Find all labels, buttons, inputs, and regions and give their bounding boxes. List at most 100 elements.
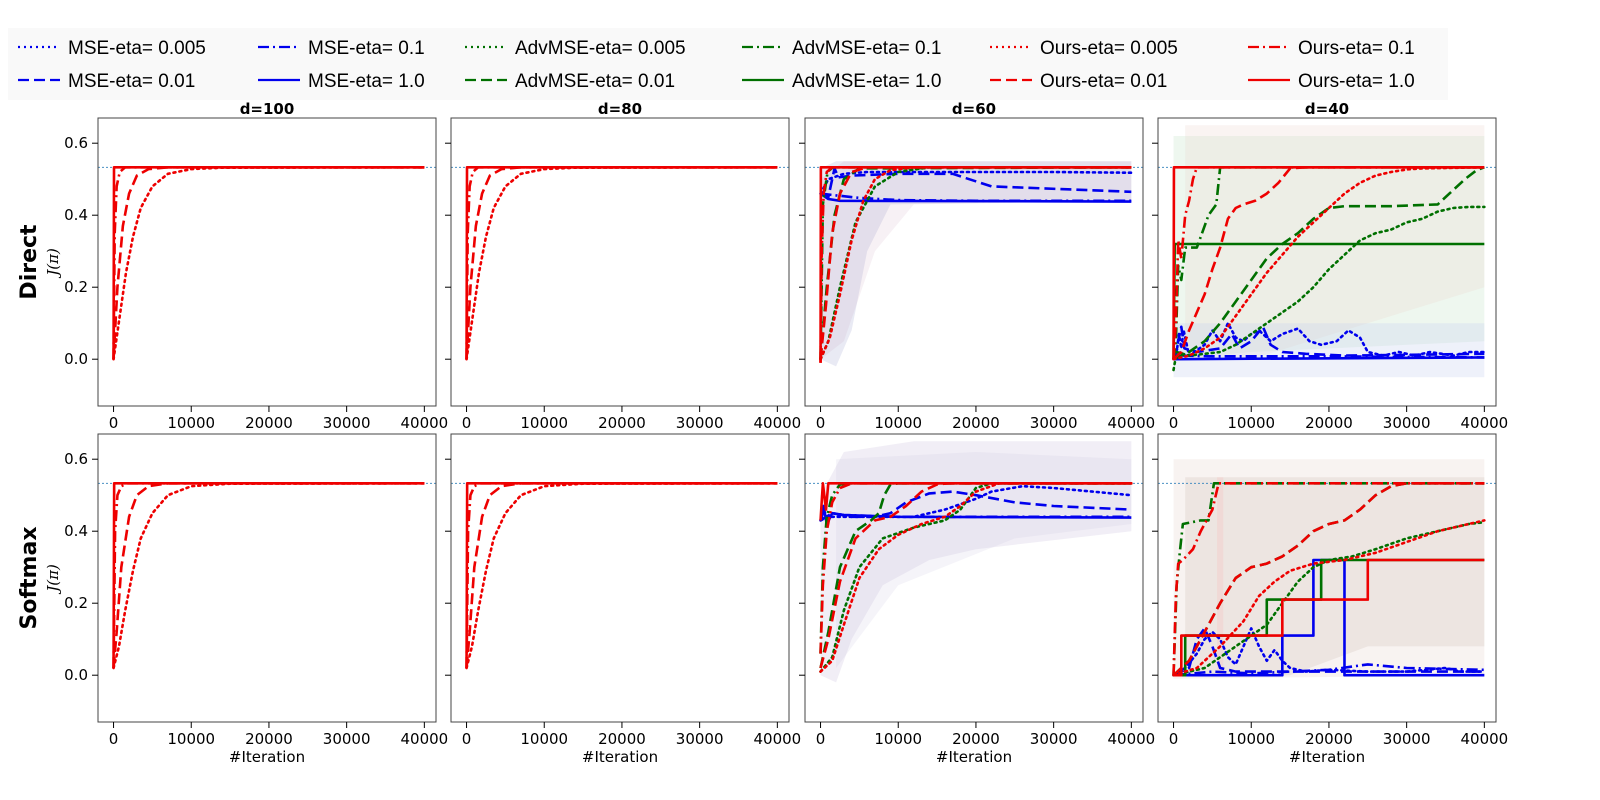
x-tick-label: 0	[1169, 730, 1179, 748]
x-tick-label: 30000	[1383, 730, 1431, 748]
legend-entry: MSE-eta= 0.005	[18, 38, 206, 59]
series-line	[112, 482, 425, 669]
x-axis-label: #Iteration	[582, 748, 658, 766]
y-tick-label: 0.6	[64, 134, 88, 152]
x-tick-label: 10000	[520, 414, 568, 432]
series-line	[1172, 482, 1485, 676]
series-line	[1172, 627, 1485, 677]
series-line	[1173, 663, 1485, 677]
legend-entry: Ours-eta= 0.01	[990, 71, 1167, 92]
series-line	[819, 170, 1133, 195]
x-tick-label: 20000	[245, 730, 293, 748]
row-label: Direct	[17, 224, 42, 300]
series-line	[1172, 166, 1485, 360]
y-tick-label: 0.4	[64, 206, 88, 224]
plot-frame	[450, 117, 790, 407]
confidence-band	[820, 441, 1132, 683]
series-line	[1172, 519, 1486, 677]
series-line	[1172, 166, 1486, 361]
confidence-band	[1173, 323, 1485, 378]
x-tick-label: 0	[1169, 414, 1179, 432]
x-tick-label: 0	[816, 414, 826, 432]
series-line	[1173, 356, 1485, 361]
legend-entry: MSE-eta= 0.01	[18, 71, 195, 92]
confidence-band	[1173, 136, 1485, 360]
series-line	[819, 482, 1133, 673]
x-tick-label: 20000	[245, 414, 293, 432]
legend-label: AdvMSE-eta= 0.1	[792, 38, 941, 59]
legend-label: MSE-eta= 0.1	[308, 38, 425, 59]
y-axis-label: J(π)	[44, 248, 62, 279]
y-tick-label: 0.0	[64, 666, 88, 684]
x-tick-label: 30000	[1030, 414, 1078, 432]
series-line	[1173, 558, 1485, 677]
x-tick-label: 30000	[1030, 730, 1078, 748]
legend-label: AdvMSE-eta= 0.005	[515, 38, 686, 59]
confidence-band	[1185, 477, 1485, 676]
subplot-title: d=40	[1305, 100, 1349, 118]
x-axis-label: #Iteration	[936, 748, 1012, 766]
legend-entry: Ours-eta= 0.005	[990, 38, 1178, 59]
legend-label: Ours-eta= 0.005	[1040, 38, 1178, 59]
series-line	[1172, 325, 1485, 360]
legend-label: MSE-eta= 0.01	[68, 71, 195, 92]
subplot: 0 10000 20000 30000 40000 d=80	[445, 100, 801, 432]
legend-entry: AdvMSE-eta= 1.0	[742, 71, 941, 92]
subplot: 0 10000 20000 30000 40000 #Iteration	[1152, 433, 1508, 766]
confidence-band	[1173, 459, 1485, 679]
legend-label: MSE-eta= 1.0	[308, 71, 425, 92]
series-line	[819, 166, 1132, 360]
x-tick-label: 40000	[400, 414, 448, 432]
legend-entry: Ours-eta= 1.0	[1248, 71, 1415, 92]
series-line	[819, 490, 1132, 522]
x-axis-label: #Iteration	[1289, 748, 1365, 766]
subplot-title: d=60	[952, 100, 996, 118]
series-line	[1172, 205, 1486, 372]
subplot: 0 10000 20000 30000 40000 #Iteration	[799, 433, 1155, 766]
x-tick-label: 40000	[753, 730, 801, 748]
x-tick-label: 10000	[874, 414, 922, 432]
x-tick-label: 10000	[874, 730, 922, 748]
series-line	[1173, 558, 1485, 677]
y-axis-label: J(π)	[44, 564, 62, 595]
legend-label: Ours-eta= 0.01	[1040, 71, 1167, 92]
plot-frame	[1157, 117, 1497, 407]
series-line	[819, 484, 1133, 522]
series-line	[819, 482, 1132, 669]
series-line	[819, 482, 1132, 654]
x-tick-label: 30000	[323, 730, 371, 748]
row-label: Softmax	[17, 526, 42, 629]
series-line	[1173, 558, 1485, 677]
x-tick-label: 20000	[952, 414, 1000, 432]
subplot: 0 10000 20000 30000 40000 d=40	[1152, 100, 1508, 432]
subplot: 0 10000 20000 30000 40000 0.0 0.2 0.4 0.6 #Iterat…	[17, 433, 448, 766]
series-line	[1172, 166, 1485, 360]
series-line	[1172, 166, 1485, 360]
series-line	[465, 166, 778, 360]
series-line	[819, 166, 1132, 363]
confidence-band	[820, 161, 1132, 360]
y-tick-label: 0.6	[64, 450, 88, 468]
legend-label: MSE-eta= 0.005	[68, 38, 206, 59]
subplot: 0 10000 20000 30000 40000 0.0 0.2 0.4 0.6 d=100 Di…	[17, 100, 448, 432]
x-tick-label: 0	[109, 730, 119, 748]
legend-entry: Ours-eta= 0.1	[1248, 38, 1415, 59]
series-line	[820, 192, 1132, 203]
x-tick-label: 30000	[676, 414, 724, 432]
x-tick-label: 0	[462, 414, 472, 432]
series-line	[1172, 166, 1485, 361]
y-tick-label: 0.2	[64, 594, 88, 612]
series-line	[112, 166, 426, 361]
x-tick-label: 20000	[1305, 730, 1353, 748]
x-axis-label: #Iteration	[229, 748, 305, 766]
x-tick-label: 30000	[1383, 414, 1431, 432]
x-tick-label: 40000	[1107, 730, 1155, 748]
legend-entry: MSE-eta= 0.1	[258, 38, 425, 59]
plot-frame	[97, 117, 437, 407]
x-tick-label: 20000	[1305, 414, 1353, 432]
series-line	[112, 482, 425, 669]
plot-frame	[804, 117, 1144, 407]
plot-frame	[97, 433, 437, 723]
plot-frame	[1157, 433, 1497, 723]
